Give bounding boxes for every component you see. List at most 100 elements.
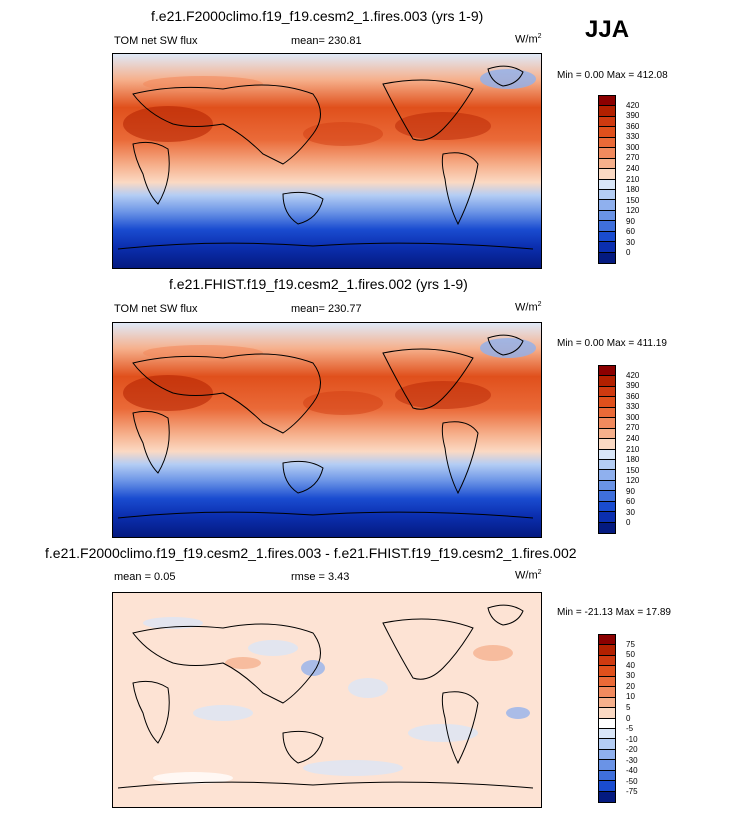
colorbar-tick-label: 300 bbox=[626, 142, 640, 152]
colorbar-tick-label: 60 bbox=[626, 497, 635, 507]
panel2-mean-label: mean= 230.77 bbox=[291, 303, 362, 315]
panel2-map bbox=[112, 322, 542, 538]
panel1-colorbar bbox=[598, 95, 616, 264]
season-label: JJA bbox=[585, 16, 630, 43]
colorbar-tick-label: 330 bbox=[626, 402, 640, 412]
panel2-map-field bbox=[113, 323, 541, 537]
colorbar-tick-label: 180 bbox=[626, 455, 640, 465]
colorbar-segment bbox=[599, 366, 615, 377]
colorbar-segment bbox=[599, 386, 615, 398]
panel3-map-field bbox=[113, 593, 541, 807]
colorbar-segment bbox=[599, 645, 615, 656]
colorbar-segment bbox=[599, 158, 615, 170]
colorbar-tick-label: 0 bbox=[626, 248, 631, 258]
colorbar-tick-label: 420 bbox=[626, 370, 640, 380]
colorbar-segment bbox=[599, 137, 615, 149]
colorbar-tick-label: 270 bbox=[626, 153, 640, 163]
colorbar-segment bbox=[599, 739, 615, 750]
panel1-minmax-label: Min = 0.00 Max = 412.08 bbox=[557, 70, 668, 81]
colorbar-segment bbox=[599, 407, 615, 419]
panel1-variable-label: TOM net SW flux bbox=[114, 35, 198, 47]
panel1-map bbox=[112, 53, 542, 269]
colorbar-segment bbox=[599, 106, 615, 117]
colorbar-segment bbox=[599, 116, 615, 128]
colorbar-tick-label: 330 bbox=[626, 132, 640, 142]
colorbar-tick-label: -5 bbox=[626, 724, 634, 734]
colorbar-segment bbox=[599, 231, 615, 243]
colorbar-tick-label: 360 bbox=[626, 121, 640, 131]
panel3-rmse-label: rmse = 3.43 bbox=[291, 571, 350, 583]
colorbar-segment bbox=[599, 428, 615, 440]
colorbar-segment bbox=[599, 760, 615, 771]
colorbar-segment bbox=[599, 242, 615, 253]
panel2-colorbar bbox=[598, 365, 616, 534]
colorbar-segment bbox=[599, 501, 615, 513]
colorbar-tick-label: 210 bbox=[626, 174, 640, 184]
colorbar-tick-label: 390 bbox=[626, 381, 640, 391]
colorbar-tick-label: 420 bbox=[626, 100, 640, 110]
colorbar-tick-label: 390 bbox=[626, 111, 640, 121]
colorbar-tick-label: 30 bbox=[626, 671, 635, 681]
colorbar-segment bbox=[599, 221, 615, 232]
colorbar-tick-label: -75 bbox=[626, 787, 638, 797]
colorbar-tick-label: 20 bbox=[626, 681, 635, 691]
colorbar-segment bbox=[599, 480, 615, 492]
colorbar-segment bbox=[599, 449, 615, 460]
colorbar-segment bbox=[599, 96, 615, 107]
colorbar-tick-label: 120 bbox=[626, 476, 640, 486]
colorbar-tick-label: 210 bbox=[626, 444, 640, 454]
colorbar-segment bbox=[599, 418, 615, 429]
colorbar-segment bbox=[599, 770, 615, 782]
colorbar-segment bbox=[599, 439, 615, 450]
colorbar-segment bbox=[599, 376, 615, 387]
colorbar-tick-label: 180 bbox=[626, 185, 640, 195]
panel1-title: f.e21.F2000climo.f19_f19.cesm2_1.fires.0… bbox=[151, 8, 484, 24]
colorbar-segment bbox=[599, 697, 615, 709]
colorbar-segment bbox=[599, 252, 615, 263]
colorbar-tick-label: -10 bbox=[626, 734, 638, 744]
colorbar-segment bbox=[599, 676, 615, 688]
colorbar-segment bbox=[599, 687, 615, 698]
panel1-map-field bbox=[113, 54, 541, 268]
colorbar-tick-label: 150 bbox=[626, 195, 640, 205]
colorbar-tick-label: -40 bbox=[626, 766, 638, 776]
colorbar-segment bbox=[599, 522, 615, 533]
colorbar-segment bbox=[599, 666, 615, 677]
colorbar-tick-label: 40 bbox=[626, 660, 635, 670]
colorbar-tick-label: -30 bbox=[626, 755, 638, 765]
colorbar-segment bbox=[599, 189, 615, 201]
colorbar-segment bbox=[599, 148, 615, 159]
panel1-colorbar-segments bbox=[599, 96, 615, 263]
colorbar-tick-label: 0 bbox=[626, 713, 631, 723]
colorbar-segment bbox=[599, 169, 615, 180]
colorbar-tick-label: 5 bbox=[626, 702, 631, 712]
panel2-colorbar-segments bbox=[599, 366, 615, 533]
panel1-units-label: W/m2 bbox=[515, 33, 542, 46]
colorbar-segment bbox=[599, 470, 615, 481]
panel2-variable-label: TOM net SW flux bbox=[114, 303, 198, 315]
colorbar-tick-label: 0 bbox=[626, 518, 631, 528]
colorbar-tick-label: 240 bbox=[626, 433, 640, 443]
colorbar-tick-label: 90 bbox=[626, 216, 635, 226]
colorbar-tick-label: 30 bbox=[626, 237, 635, 247]
colorbar-segment bbox=[599, 397, 615, 408]
panel3-colorbar bbox=[598, 634, 616, 803]
panel2-title: f.e21.FHIST.f19_f19.cesm2_1.fires.002 (y… bbox=[169, 276, 468, 292]
colorbar-segment bbox=[599, 728, 615, 740]
colorbar-tick-label: 50 bbox=[626, 650, 635, 660]
panel3-map bbox=[112, 592, 542, 808]
colorbar-segment bbox=[599, 512, 615, 523]
colorbar-segment bbox=[599, 459, 615, 471]
panel2-minmax-label: Min = 0.00 Max = 411.19 bbox=[557, 338, 667, 349]
panel1-mean-label: mean= 230.81 bbox=[291, 35, 362, 47]
panel3-colorbar-segments bbox=[599, 635, 615, 802]
colorbar-segment bbox=[599, 791, 615, 802]
panel2-units-label: W/m2 bbox=[515, 301, 542, 314]
colorbar-tick-label: 240 bbox=[626, 163, 640, 173]
colorbar-segment bbox=[599, 655, 615, 667]
colorbar-segment bbox=[599, 749, 615, 761]
colorbar-tick-label: 90 bbox=[626, 486, 635, 496]
colorbar-tick-label: 10 bbox=[626, 692, 635, 702]
colorbar-tick-label: 30 bbox=[626, 507, 635, 517]
colorbar-tick-label: 60 bbox=[626, 227, 635, 237]
